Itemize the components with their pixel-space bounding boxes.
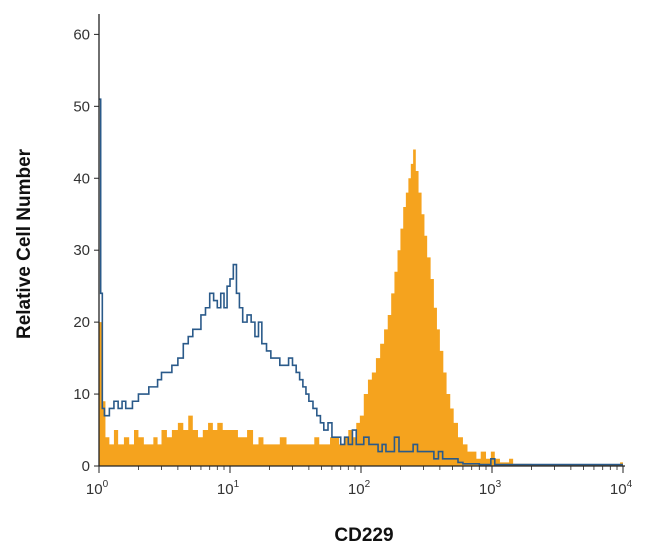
y-tick-label: 40 bbox=[73, 170, 90, 187]
x-tick-label: 104 bbox=[610, 479, 633, 498]
y-tick-label: 10 bbox=[73, 386, 90, 403]
x-axis-label: CD229 bbox=[334, 525, 393, 546]
y-axis-label: Relative Cell Number bbox=[14, 148, 35, 339]
axes-layer: 0 10 20 30 40 50 60 100 101 102 103 104 bbox=[73, 14, 633, 498]
y-tick-label: 60 bbox=[73, 26, 90, 43]
y-tick-label: 20 bbox=[73, 314, 90, 331]
x-tick-label: 101 bbox=[217, 479, 240, 498]
x-tick-label: 100 bbox=[86, 479, 109, 498]
series-0-filled-histogram bbox=[99, 149, 623, 467]
x-tick-label: 102 bbox=[348, 479, 371, 498]
y-tick-label: 50 bbox=[73, 98, 90, 115]
series-layer bbox=[99, 98, 623, 467]
y-tick-label: 30 bbox=[73, 242, 90, 259]
x-tick-label: 103 bbox=[479, 479, 502, 498]
y-tick-label: 0 bbox=[82, 458, 90, 475]
series-1-outline-histogram bbox=[99, 98, 623, 466]
